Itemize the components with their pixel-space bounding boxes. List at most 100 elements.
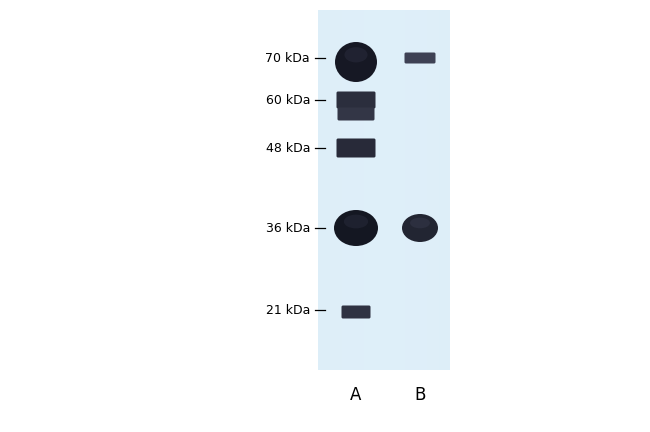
Bar — [417, 10, 418, 370]
Bar — [318, 10, 450, 370]
Bar — [409, 10, 410, 370]
Bar — [362, 10, 363, 370]
Bar — [344, 10, 345, 370]
Bar — [351, 10, 352, 370]
Bar — [372, 10, 373, 370]
Bar — [325, 10, 326, 370]
Text: B: B — [414, 386, 426, 404]
Bar — [385, 10, 386, 370]
Bar — [329, 10, 330, 370]
Bar — [439, 10, 440, 370]
Bar — [393, 10, 394, 370]
Bar — [378, 10, 379, 370]
Bar — [400, 10, 401, 370]
Bar — [386, 10, 387, 370]
Bar — [412, 10, 413, 370]
Bar — [430, 10, 431, 370]
Bar — [367, 10, 368, 370]
Bar — [420, 10, 421, 370]
Bar — [431, 10, 432, 370]
Ellipse shape — [335, 42, 377, 82]
Bar — [374, 10, 375, 370]
Bar — [323, 10, 324, 370]
Bar — [447, 10, 448, 370]
Bar — [418, 10, 419, 370]
Bar — [381, 10, 382, 370]
Bar — [389, 10, 390, 370]
Bar — [403, 10, 404, 370]
Bar — [387, 10, 388, 370]
Bar — [350, 10, 351, 370]
Bar — [380, 10, 381, 370]
Bar — [448, 10, 449, 370]
Bar — [392, 10, 393, 370]
Bar — [326, 10, 327, 370]
Bar — [406, 10, 407, 370]
Bar — [443, 10, 444, 370]
Bar — [338, 10, 339, 370]
FancyBboxPatch shape — [337, 92, 376, 108]
Bar — [416, 10, 417, 370]
Bar — [435, 10, 436, 370]
Bar — [376, 10, 377, 370]
Bar — [369, 10, 370, 370]
Bar — [332, 10, 333, 370]
Bar — [395, 10, 396, 370]
Bar — [366, 10, 367, 370]
Bar — [429, 10, 430, 370]
Bar — [414, 10, 415, 370]
Bar — [413, 10, 414, 370]
Bar — [368, 10, 369, 370]
Text: 60 kDa: 60 kDa — [265, 93, 310, 107]
Bar — [407, 10, 408, 370]
Bar — [404, 10, 405, 370]
Bar — [359, 10, 360, 370]
Ellipse shape — [402, 214, 438, 242]
Text: 48 kDa: 48 kDa — [265, 142, 310, 155]
FancyBboxPatch shape — [337, 108, 374, 121]
Bar — [398, 10, 399, 370]
Bar — [434, 10, 435, 370]
Bar — [422, 10, 423, 370]
Bar — [397, 10, 398, 370]
Bar — [375, 10, 376, 370]
Bar — [349, 10, 350, 370]
Bar — [445, 10, 446, 370]
Bar — [383, 10, 384, 370]
Bar — [427, 10, 428, 370]
Bar — [322, 10, 323, 370]
Bar — [408, 10, 409, 370]
Bar — [328, 10, 329, 370]
Bar — [394, 10, 395, 370]
Text: 21 kDa: 21 kDa — [266, 304, 310, 317]
Bar — [379, 10, 380, 370]
Ellipse shape — [344, 215, 368, 229]
Bar — [419, 10, 420, 370]
Bar — [343, 10, 344, 370]
Bar — [320, 10, 321, 370]
Text: 36 kDa: 36 kDa — [266, 222, 310, 235]
Bar — [391, 10, 392, 370]
Bar — [371, 10, 372, 370]
Bar — [352, 10, 353, 370]
Bar — [442, 10, 443, 370]
Bar — [436, 10, 437, 370]
Bar — [421, 10, 422, 370]
Bar — [360, 10, 361, 370]
Bar — [331, 10, 332, 370]
Bar — [370, 10, 371, 370]
Text: A: A — [350, 386, 361, 404]
Bar — [340, 10, 341, 370]
Bar — [377, 10, 378, 370]
Ellipse shape — [410, 218, 430, 228]
Bar — [353, 10, 354, 370]
Bar — [348, 10, 349, 370]
Bar — [428, 10, 429, 370]
Bar — [358, 10, 359, 370]
Bar — [327, 10, 328, 370]
Bar — [390, 10, 391, 370]
FancyBboxPatch shape — [337, 139, 376, 158]
Bar — [339, 10, 340, 370]
Bar — [330, 10, 331, 370]
Bar — [382, 10, 383, 370]
